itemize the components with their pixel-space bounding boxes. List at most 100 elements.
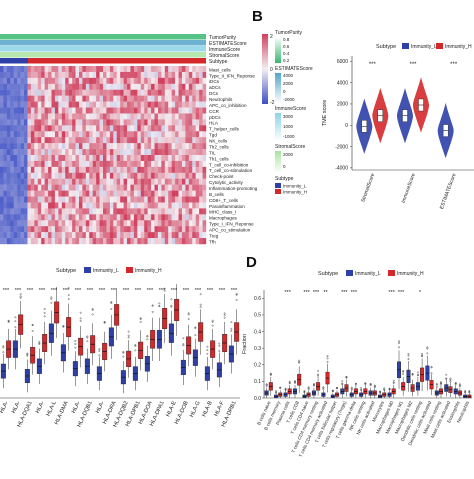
heatmap-cell bbox=[27, 89, 32, 96]
box-outlier bbox=[468, 391, 471, 394]
heatmap-cell bbox=[34, 190, 38, 197]
heatmap-cell bbox=[137, 166, 141, 173]
heatmap-cell bbox=[195, 166, 200, 173]
box-outlier bbox=[134, 349, 137, 352]
heatmap-cell bbox=[171, 226, 176, 233]
box-x-tick-label: HLA-E bbox=[165, 400, 178, 418]
heatmap-cell bbox=[20, 149, 25, 156]
box-significance: *** bbox=[303, 290, 310, 296]
heatmap-cell bbox=[127, 71, 131, 79]
box-outlier bbox=[364, 382, 367, 385]
heatmap-cell bbox=[147, 214, 152, 221]
heatmap-cell bbox=[41, 107, 45, 114]
heatmap-cell bbox=[123, 166, 128, 173]
heatmap-cell bbox=[58, 71, 62, 79]
heatmap-row-label: HLA bbox=[209, 121, 219, 126]
heatmap-cell bbox=[130, 107, 135, 114]
heatmap-cell bbox=[120, 107, 124, 114]
heatmap-cell bbox=[168, 238, 172, 245]
heatmap-cell bbox=[10, 238, 14, 245]
box-outlier bbox=[464, 389, 467, 392]
heatmap-cell bbox=[147, 190, 152, 197]
heatmap-cell bbox=[178, 83, 183, 90]
heatmap-cell bbox=[106, 77, 111, 84]
heatmap-cell bbox=[157, 149, 162, 156]
heatmap-cell bbox=[44, 172, 49, 179]
heatmap-cell bbox=[192, 66, 196, 73]
heatmap-cell bbox=[130, 95, 135, 102]
heatmap-cell bbox=[147, 101, 152, 108]
heatmap-cell bbox=[85, 232, 90, 239]
heatmap-cell bbox=[171, 119, 176, 126]
heatmap-cell bbox=[127, 119, 131, 126]
heatmap-cell bbox=[137, 66, 141, 73]
heatmap-cell bbox=[185, 137, 190, 144]
heatmap-cell bbox=[123, 220, 128, 227]
heatmap-cell bbox=[34, 66, 38, 73]
heatmap-cell bbox=[178, 66, 183, 73]
heatmap-cell bbox=[157, 214, 162, 221]
heatmap-cell bbox=[116, 131, 121, 138]
heatmap-cell bbox=[192, 113, 196, 120]
heatmap-cell bbox=[106, 214, 111, 221]
heatmap-cell bbox=[24, 226, 28, 233]
box-significance: *** bbox=[75, 288, 82, 294]
heatmap-cell bbox=[157, 238, 162, 245]
heatmap-cell bbox=[178, 208, 183, 215]
heatmap-cell bbox=[103, 190, 107, 197]
heatmap-cell bbox=[92, 238, 97, 245]
heatmap-cell bbox=[54, 226, 59, 233]
heatmap-cell bbox=[175, 166, 179, 173]
heatmap-cell bbox=[195, 208, 200, 215]
heatmap-cell bbox=[130, 232, 135, 239]
heatmap-cell bbox=[140, 113, 145, 120]
panel-b-violin: B TumorPurity 0.8 0.6 0.4 0.2 ESTIMATEScore 40… bbox=[240, 0, 474, 248]
heatmap-cell bbox=[181, 238, 186, 245]
heatmap-cell bbox=[65, 131, 69, 138]
heatmap-cell bbox=[175, 125, 179, 132]
heatmap-cell bbox=[54, 113, 59, 120]
heatmap-color-scale bbox=[262, 34, 268, 104]
heatmap-cell bbox=[178, 119, 183, 126]
heatmap-cell bbox=[92, 101, 97, 108]
heatmap-cell bbox=[185, 77, 190, 84]
heatmap-row-label: Inflammation-promoting bbox=[209, 186, 258, 191]
heatmap-cell bbox=[120, 119, 124, 126]
heatmap-cell bbox=[199, 77, 203, 84]
heatmap-cell bbox=[130, 71, 135, 79]
heatmap-cell bbox=[109, 131, 114, 138]
heatmap-cell bbox=[195, 89, 200, 96]
heatmap-cell bbox=[171, 143, 176, 150]
heatmap-cell bbox=[44, 155, 49, 162]
heatmap-cell bbox=[65, 107, 69, 114]
heatmap-cell bbox=[157, 196, 162, 203]
heatmap-cell bbox=[178, 226, 183, 233]
heatmap-cell bbox=[89, 89, 93, 96]
heatmap-cell bbox=[130, 160, 135, 168]
heatmap-cell bbox=[144, 66, 148, 73]
heatmap-cell bbox=[195, 71, 200, 79]
heatmap-cell bbox=[175, 77, 179, 84]
heatmap-cell bbox=[34, 166, 38, 173]
heatmap-cell bbox=[0, 131, 4, 138]
heatmap-cell bbox=[140, 208, 145, 215]
heatmap-cell bbox=[72, 113, 76, 120]
heatmap-cell bbox=[99, 101, 104, 108]
heatmap-row-label: Macrophages bbox=[209, 216, 238, 221]
box-outlier bbox=[360, 386, 363, 389]
heatmap-cell bbox=[48, 172, 52, 179]
heatmap-cell bbox=[130, 166, 135, 173]
heatmap-cell bbox=[168, 113, 172, 120]
heatmap-cell bbox=[13, 143, 18, 150]
heatmap-cell bbox=[41, 208, 45, 215]
heatmap-cell bbox=[92, 83, 97, 90]
heatmap-cell bbox=[58, 238, 62, 245]
heatmap-cell bbox=[41, 214, 45, 221]
box-significance: *** bbox=[219, 288, 226, 294]
heatmap-cell bbox=[68, 66, 73, 73]
heatmap-cell bbox=[123, 202, 128, 209]
heatmap-cell bbox=[195, 119, 200, 126]
heatmap-cell bbox=[140, 172, 145, 179]
heatmap-cell bbox=[140, 178, 145, 185]
heatmap-cell bbox=[24, 71, 28, 79]
